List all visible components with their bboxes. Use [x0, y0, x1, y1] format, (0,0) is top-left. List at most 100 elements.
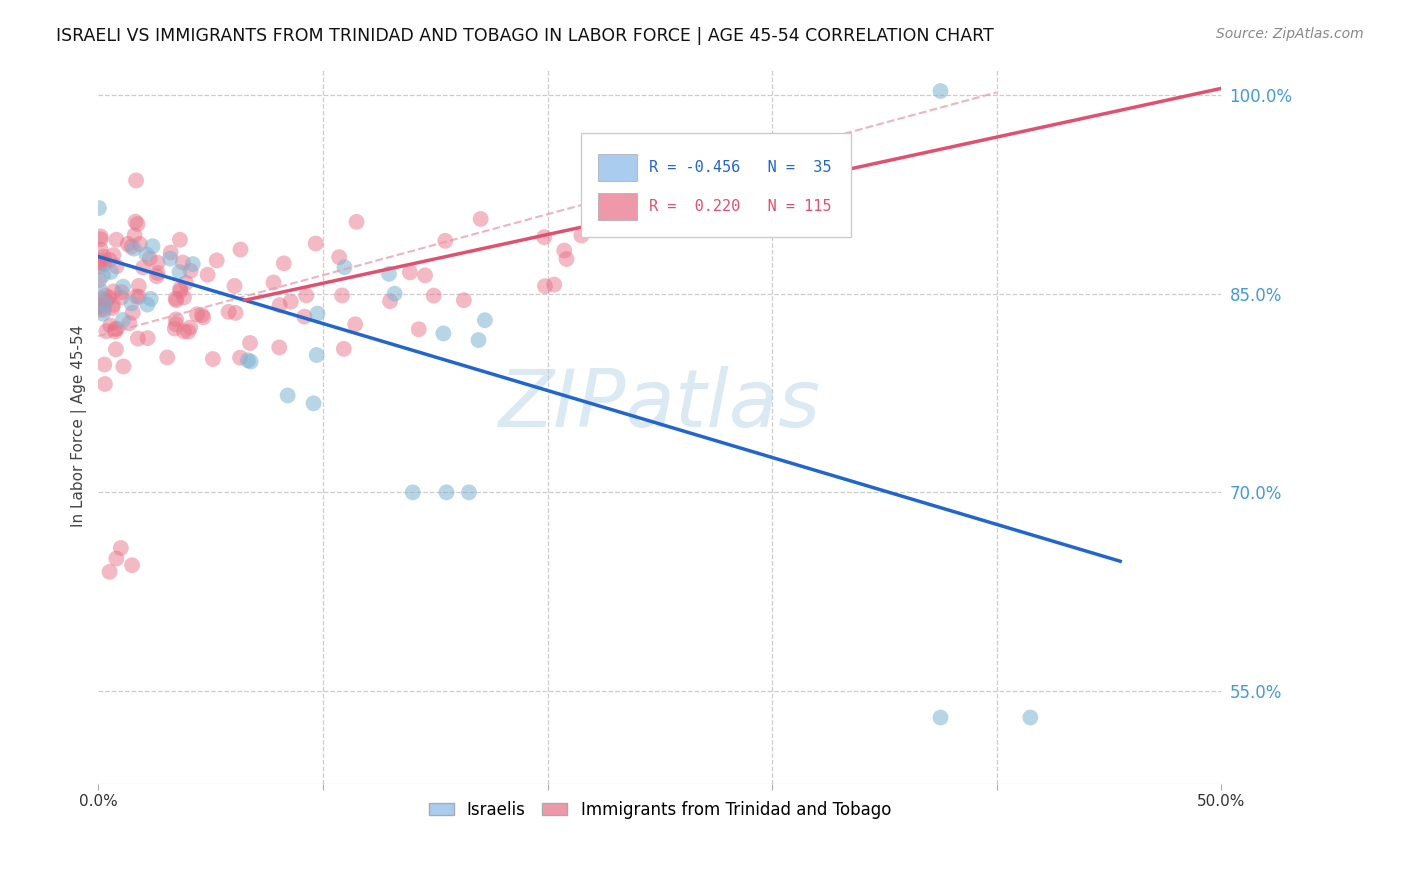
Point [96, 324, 118, 338]
Point [399, 265, 422, 279]
Point [132, 260, 155, 275]
Point [229, 351, 252, 365]
Point [104, 325, 127, 339]
Point [89, 302, 111, 317]
Point [169, 265, 191, 279]
Point [169, 284, 191, 298]
Point [378, 294, 401, 309]
Point [128, 278, 150, 293]
Point [173, 290, 195, 304]
Point [569, 228, 592, 243]
Point [305, 348, 328, 362]
Point [98, 565, 121, 579]
Text: R =  0.220   N = 115: R = 0.220 N = 115 [648, 199, 831, 214]
Point [98, 318, 121, 333]
Legend: Israelis, Immigrants from Trinidad and Tobago: Israelis, Immigrants from Trinidad and T… [422, 794, 898, 825]
Point [181, 257, 204, 271]
Point [128, 237, 150, 252]
Point [90, 243, 112, 257]
Point [87, 300, 110, 314]
Point [121, 296, 143, 310]
Point [103, 285, 125, 299]
Point [94, 376, 117, 391]
Point [104, 322, 127, 336]
Point [122, 242, 145, 256]
Point [90, 292, 112, 306]
Point [117, 236, 139, 251]
Point [193, 310, 215, 325]
FancyBboxPatch shape [598, 193, 637, 220]
Point [136, 331, 159, 345]
Point [173, 325, 195, 339]
Y-axis label: In Labor Force | Age 45-54: In Labor Force | Age 45-54 [72, 325, 87, 527]
Point [470, 212, 492, 227]
Point [94, 297, 117, 311]
Point [205, 253, 228, 268]
FancyBboxPatch shape [581, 133, 851, 236]
Point [305, 236, 328, 251]
Point [136, 298, 159, 312]
Point [432, 326, 454, 341]
Point [110, 541, 132, 555]
Point [165, 292, 187, 306]
Point [169, 282, 191, 296]
Point [534, 279, 557, 293]
Point [103, 248, 125, 262]
Point [89, 283, 111, 297]
Point [89, 273, 111, 287]
Point [125, 173, 148, 187]
Point [307, 307, 329, 321]
Point [302, 396, 325, 410]
Point [145, 269, 167, 284]
Point [180, 264, 202, 278]
Point [165, 317, 187, 331]
Point [553, 244, 575, 258]
Point [533, 230, 555, 244]
Point [89, 260, 111, 274]
Text: ZIPatlas: ZIPatlas [499, 366, 821, 443]
Point [104, 343, 127, 357]
Point [127, 217, 149, 231]
Point [139, 252, 162, 266]
Point [434, 234, 457, 248]
Point [135, 247, 157, 261]
Point [543, 277, 565, 292]
Point [101, 301, 124, 315]
Point [98, 252, 121, 267]
FancyBboxPatch shape [598, 153, 637, 181]
Point [159, 252, 181, 266]
Point [929, 710, 952, 724]
Point [90, 232, 112, 246]
Point [105, 321, 128, 335]
Point [165, 293, 187, 308]
Point [292, 310, 315, 324]
Point [239, 354, 262, 368]
Point [423, 288, 446, 302]
Point [120, 240, 142, 254]
Point [179, 320, 201, 334]
Point [474, 313, 496, 327]
Point [172, 255, 194, 269]
Point [112, 359, 135, 374]
Point [225, 306, 247, 320]
Point [118, 316, 141, 330]
Point [269, 298, 291, 312]
Point [93, 358, 115, 372]
Point [128, 290, 150, 304]
Point [177, 325, 200, 339]
Point [91, 253, 114, 268]
Point [87, 298, 110, 312]
Point [295, 288, 318, 302]
Point [458, 485, 481, 500]
Point [239, 336, 262, 351]
Point [197, 268, 219, 282]
Point [330, 288, 353, 302]
Point [124, 214, 146, 228]
Point [100, 265, 122, 279]
Point [125, 289, 148, 303]
Point [121, 558, 143, 573]
Point [156, 351, 179, 365]
Point [263, 276, 285, 290]
Point [218, 305, 240, 319]
Point [93, 250, 115, 264]
